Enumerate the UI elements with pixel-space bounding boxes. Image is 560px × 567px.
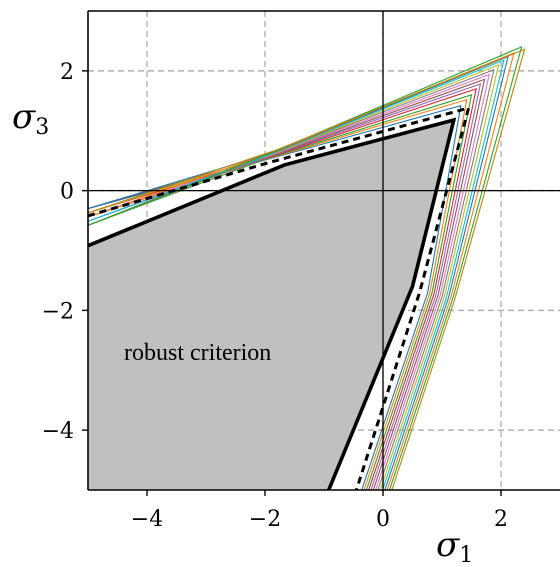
ensemble-line: [88, 68, 495, 490]
zero-axes: [88, 11, 560, 490]
ensemble-line: [88, 51, 515, 490]
x-tick-label: 0: [376, 507, 390, 532]
x-tick-label: −2: [249, 507, 281, 532]
robust-region-layer: [88, 120, 454, 490]
y-axis-title: σ3: [12, 97, 49, 140]
y-tick-label: −4: [42, 419, 74, 444]
ensemble-lines: [88, 45, 526, 490]
x-tick-label: −4: [131, 507, 163, 532]
dashed-boundary-line: [88, 105, 471, 490]
robust-region-fill: [88, 120, 454, 490]
y-tick-label: −2: [42, 299, 74, 324]
robust-criterion-label: robust criterion: [124, 340, 271, 366]
y-tick-label: 0: [60, 180, 74, 205]
tick-labels: −4 −2 0 2 −4 −2 0 2: [42, 60, 508, 532]
ensemble-line: [88, 48, 526, 490]
boundary-lines: [88, 105, 471, 490]
plot-area: [87, 10, 560, 491]
ensemble-line: [88, 45, 523, 490]
x-tick-label: 2: [494, 507, 508, 532]
robust-boundary-line: [88, 117, 457, 490]
x-axis-title: σ1: [436, 525, 473, 567]
plot-frame: [87, 10, 560, 491]
y-tick-label: 2: [60, 60, 74, 85]
